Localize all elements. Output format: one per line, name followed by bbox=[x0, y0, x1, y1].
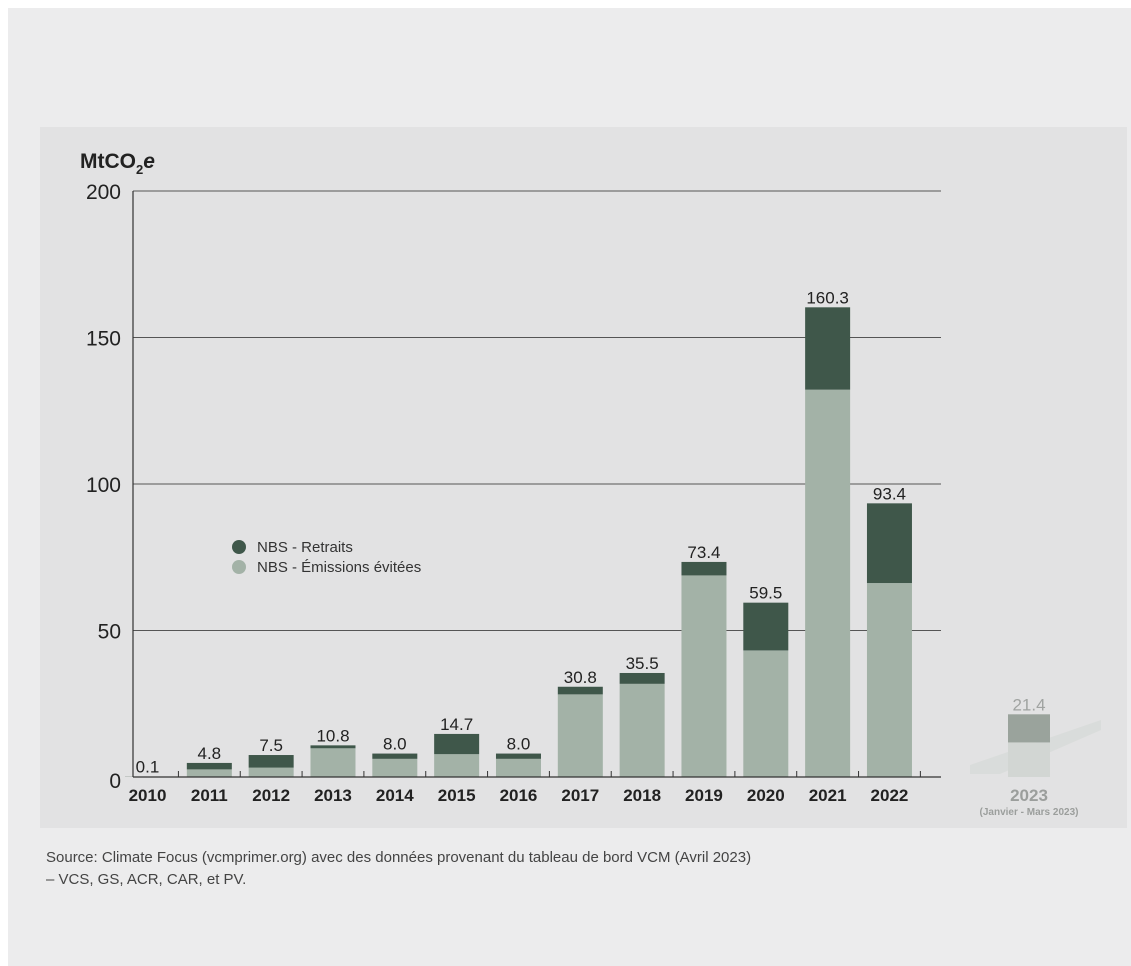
bar-retraits-2011 bbox=[186, 762, 232, 770]
legend-marker-emissions bbox=[232, 560, 246, 574]
value-label-2010: 0.1 bbox=[136, 758, 160, 777]
source-line-2: – VCS, GS, ACR, CAR, et PV. bbox=[46, 871, 247, 888]
bar-retraits-2020 bbox=[743, 602, 789, 651]
bar-emissions-2016 bbox=[495, 758, 541, 777]
axes bbox=[132, 191, 941, 778]
y-tick-label: 100 bbox=[86, 474, 121, 497]
y-tick-label: 200 bbox=[86, 181, 121, 204]
bar-retraits-2012 bbox=[248, 755, 294, 768]
bar-retraits-2014 bbox=[372, 753, 418, 759]
value-label-2015: 14.7 bbox=[440, 715, 473, 734]
bar-emissions-2018 bbox=[619, 683, 665, 777]
bar-emissions-2012 bbox=[248, 767, 294, 777]
bar-emissions-2011 bbox=[186, 769, 232, 777]
value-label-2011: 4.8 bbox=[198, 744, 222, 763]
bar-emissions-2021 bbox=[805, 389, 851, 777]
value-label-2022: 93.4 bbox=[873, 484, 906, 503]
bar-retraits-2017 bbox=[557, 686, 603, 695]
legend-label-emissions: NBS - Émissions évitées bbox=[257, 559, 421, 576]
bar-retraits-2021 bbox=[805, 307, 851, 390]
bar-retraits-2023 bbox=[1008, 714, 1050, 743]
legend-marker-retraits bbox=[232, 540, 246, 554]
bar-retraits-2018 bbox=[619, 672, 665, 684]
value-label-2017: 30.8 bbox=[564, 668, 597, 687]
tick-labels: 0 50 100 150 200 2010 2011 2012 2013 2014 2015 2016… bbox=[86, 181, 908, 805]
x-tick-label-2010: 2010 bbox=[129, 786, 167, 805]
x-tick-label-2022: 2022 bbox=[871, 786, 909, 805]
bar-emissions-2020 bbox=[743, 650, 789, 777]
x-tick-label-2013: 2013 bbox=[314, 786, 352, 805]
value-label-2023: 21.4 bbox=[1012, 695, 1045, 714]
x-tick-label-2014: 2014 bbox=[376, 786, 414, 805]
bar-retraits-2013 bbox=[310, 745, 356, 749]
y-tick-label: 50 bbox=[98, 621, 121, 644]
value-label-2021: 160.3 bbox=[806, 288, 849, 307]
bar-emissions-2014 bbox=[372, 758, 418, 777]
x-tick-label-2011: 2011 bbox=[191, 786, 228, 805]
bar-retraits-2022 bbox=[866, 503, 912, 584]
legend-label-retraits: NBS - Retraits bbox=[257, 539, 353, 556]
x-tick-label-2021: 2021 bbox=[809, 786, 847, 805]
bar-retraits-2019 bbox=[681, 561, 727, 576]
value-label-2012: 7.5 bbox=[259, 736, 283, 755]
legend: NBS - Retraits NBS - Émissions évitées bbox=[232, 539, 421, 576]
bar-emissions-2013 bbox=[310, 748, 356, 777]
bar-emissions-2023 bbox=[1008, 742, 1050, 777]
value-label-2014: 8.0 bbox=[383, 735, 407, 754]
x-tick-label-2020: 2020 bbox=[747, 786, 785, 805]
x-tick-label-2017: 2017 bbox=[561, 786, 599, 805]
y-tick-label: 150 bbox=[86, 328, 121, 351]
bar-retraits-2016 bbox=[495, 753, 541, 759]
x-tick-label-2018: 2018 bbox=[623, 786, 661, 805]
value-label-2019: 73.4 bbox=[687, 543, 720, 562]
value-label-2018: 35.5 bbox=[626, 654, 659, 673]
bar-emissions-2022 bbox=[866, 583, 912, 777]
x-tick-label-2012: 2012 bbox=[252, 786, 290, 805]
y-tick-label: 0 bbox=[109, 770, 121, 793]
value-label-2016: 8.0 bbox=[507, 735, 531, 754]
x-tick-label-2023: 2023 bbox=[1010, 786, 1048, 805]
value-labels: 0.1 4.8 7.5 10.8 8.0 14.7 8.0 30.8 35.5 73.4 59.5 1… bbox=[136, 288, 906, 776]
x-tick-label-2015: 2015 bbox=[438, 786, 476, 805]
bar-emissions-2019 bbox=[681, 575, 727, 777]
partial-year-2023: 21.4 2023 (Janvier - Mars 2023) bbox=[970, 695, 1101, 818]
source-line-1: Source: Climate Focus (vcmprimer.org) av… bbox=[46, 849, 752, 866]
bar-emissions-2017 bbox=[557, 694, 603, 777]
partial-year-note: (Janvier - Mars 2023) bbox=[980, 807, 1079, 818]
bar-retraits-2015 bbox=[434, 733, 480, 755]
bars bbox=[125, 307, 921, 777]
value-label-2013: 10.8 bbox=[316, 726, 349, 745]
value-label-2020: 59.5 bbox=[749, 584, 782, 603]
x-tick-label-2019: 2019 bbox=[685, 786, 723, 805]
bar-emissions-2015 bbox=[434, 754, 480, 777]
x-tick-label-2016: 2016 bbox=[500, 786, 538, 805]
y-axis-label: MtCO2e bbox=[80, 150, 155, 177]
